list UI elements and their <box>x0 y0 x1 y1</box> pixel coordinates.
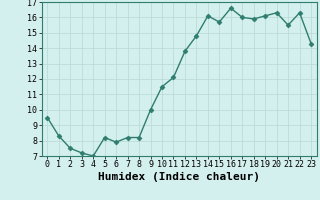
X-axis label: Humidex (Indice chaleur): Humidex (Indice chaleur) <box>98 172 260 182</box>
